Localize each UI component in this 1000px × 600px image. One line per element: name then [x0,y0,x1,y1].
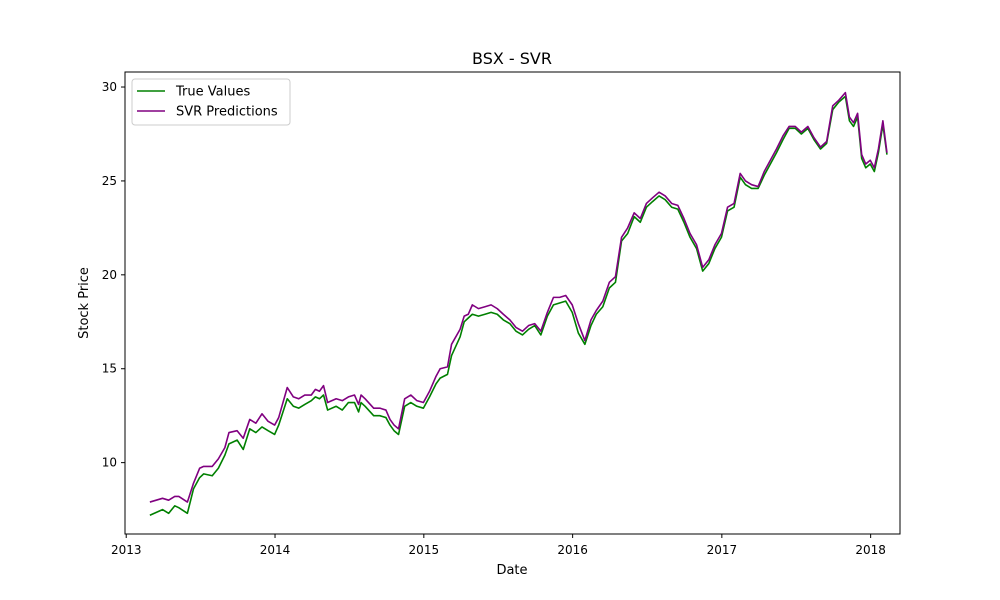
legend-box [131,78,291,126]
y-tick-label: 15 [102,362,117,376]
x-tick-label: 2015 [409,543,440,557]
legend-label: SVR Predictions [176,105,278,120]
y-tick-label: 25 [102,174,117,188]
series-line-svr-predictions [149,91,888,503]
y-tick-label: 10 [102,456,117,470]
y-tick-label: 20 [102,268,117,282]
y-axis-label: Stock Price [77,267,92,339]
legend-label: True Values [175,85,250,100]
x-tick-label: 2017 [707,543,738,557]
x-tick-label: 2013 [111,543,142,557]
x-tick-label: 2016 [557,543,588,557]
x-tick-label: 2014 [260,543,291,557]
y-tick-label: 30 [102,80,117,94]
plot-area [149,91,888,516]
x-tick-label: 2018 [855,543,886,557]
series-line-true-values [149,95,888,516]
chart-title: BSX - SVR [472,49,552,68]
x-axis-label: Date [496,563,527,578]
axes-frame [124,71,901,535]
legend: True Values SVR Predictions [131,78,291,126]
axes: 2013 2014 2015 2016 2017 2018 10 15 20 25 30 [102,71,901,557]
